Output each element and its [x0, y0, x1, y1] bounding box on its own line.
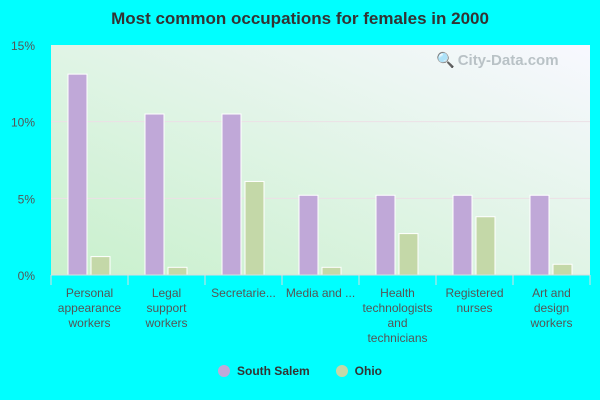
bar-south-salem [452, 194, 473, 276]
bar-south-salem [144, 113, 165, 276]
bar-south-salem [375, 194, 396, 276]
bar-ohio [167, 266, 188, 276]
legend-swatch [217, 365, 230, 377]
x-tick-label: workers [529, 316, 572, 330]
legend-item-ohio: Ohio [335, 364, 382, 378]
bar-ohio [244, 180, 265, 276]
x-tick-label: Health [380, 286, 415, 300]
bar-south-salem [221, 113, 242, 276]
x-tick-label: Registered [445, 286, 503, 300]
x-tick-label: appearance [58, 301, 122, 315]
plot-area [51, 45, 590, 275]
legend-item-south-salem: South Salem [217, 364, 310, 378]
x-tick-label: technicians [367, 331, 427, 345]
bar-south-salem [529, 194, 550, 276]
x-tick-label: workers [67, 316, 110, 330]
x-tick-label: Personal [66, 286, 113, 300]
x-tick-label: Secretarie... [211, 286, 276, 300]
legend: South Salem Ohio [0, 364, 600, 378]
chart-title: Most common occupations for females in 2… [111, 9, 489, 28]
y-tick-label: 5% [18, 192, 36, 206]
y-tick-label: 10% [11, 116, 35, 130]
watermark: 🔍 City-Data.com [436, 51, 559, 70]
bar-south-salem [67, 73, 88, 276]
x-tick-label: Art and [532, 286, 571, 300]
x-tick-label: design [534, 301, 569, 315]
bar-ohio [552, 263, 573, 276]
x-tick-label: Legal [152, 286, 181, 300]
watermark-text: City-Data.com [457, 51, 559, 69]
bar-ohio [90, 256, 111, 276]
bar-ohio [475, 216, 496, 276]
legend-label: Ohio [354, 364, 382, 378]
x-tick-label: and [387, 316, 407, 330]
magnifier-icon: 🔍 [436, 52, 455, 69]
x-tick-label: Media and ... [286, 286, 355, 300]
bar-ohio [398, 233, 419, 276]
legend-label: South Salem [236, 364, 310, 378]
x-tick-label: support [146, 301, 187, 315]
x-tick-label: technologists [362, 301, 432, 315]
x-tick-label: nurses [456, 301, 492, 315]
y-tick-label: 15% [11, 39, 35, 53]
bar-south-salem [298, 194, 319, 276]
bar-ohio [321, 266, 342, 276]
y-tick-label: 0% [18, 269, 36, 283]
legend-swatch [335, 365, 348, 377]
x-tick-label: workers [144, 316, 187, 330]
